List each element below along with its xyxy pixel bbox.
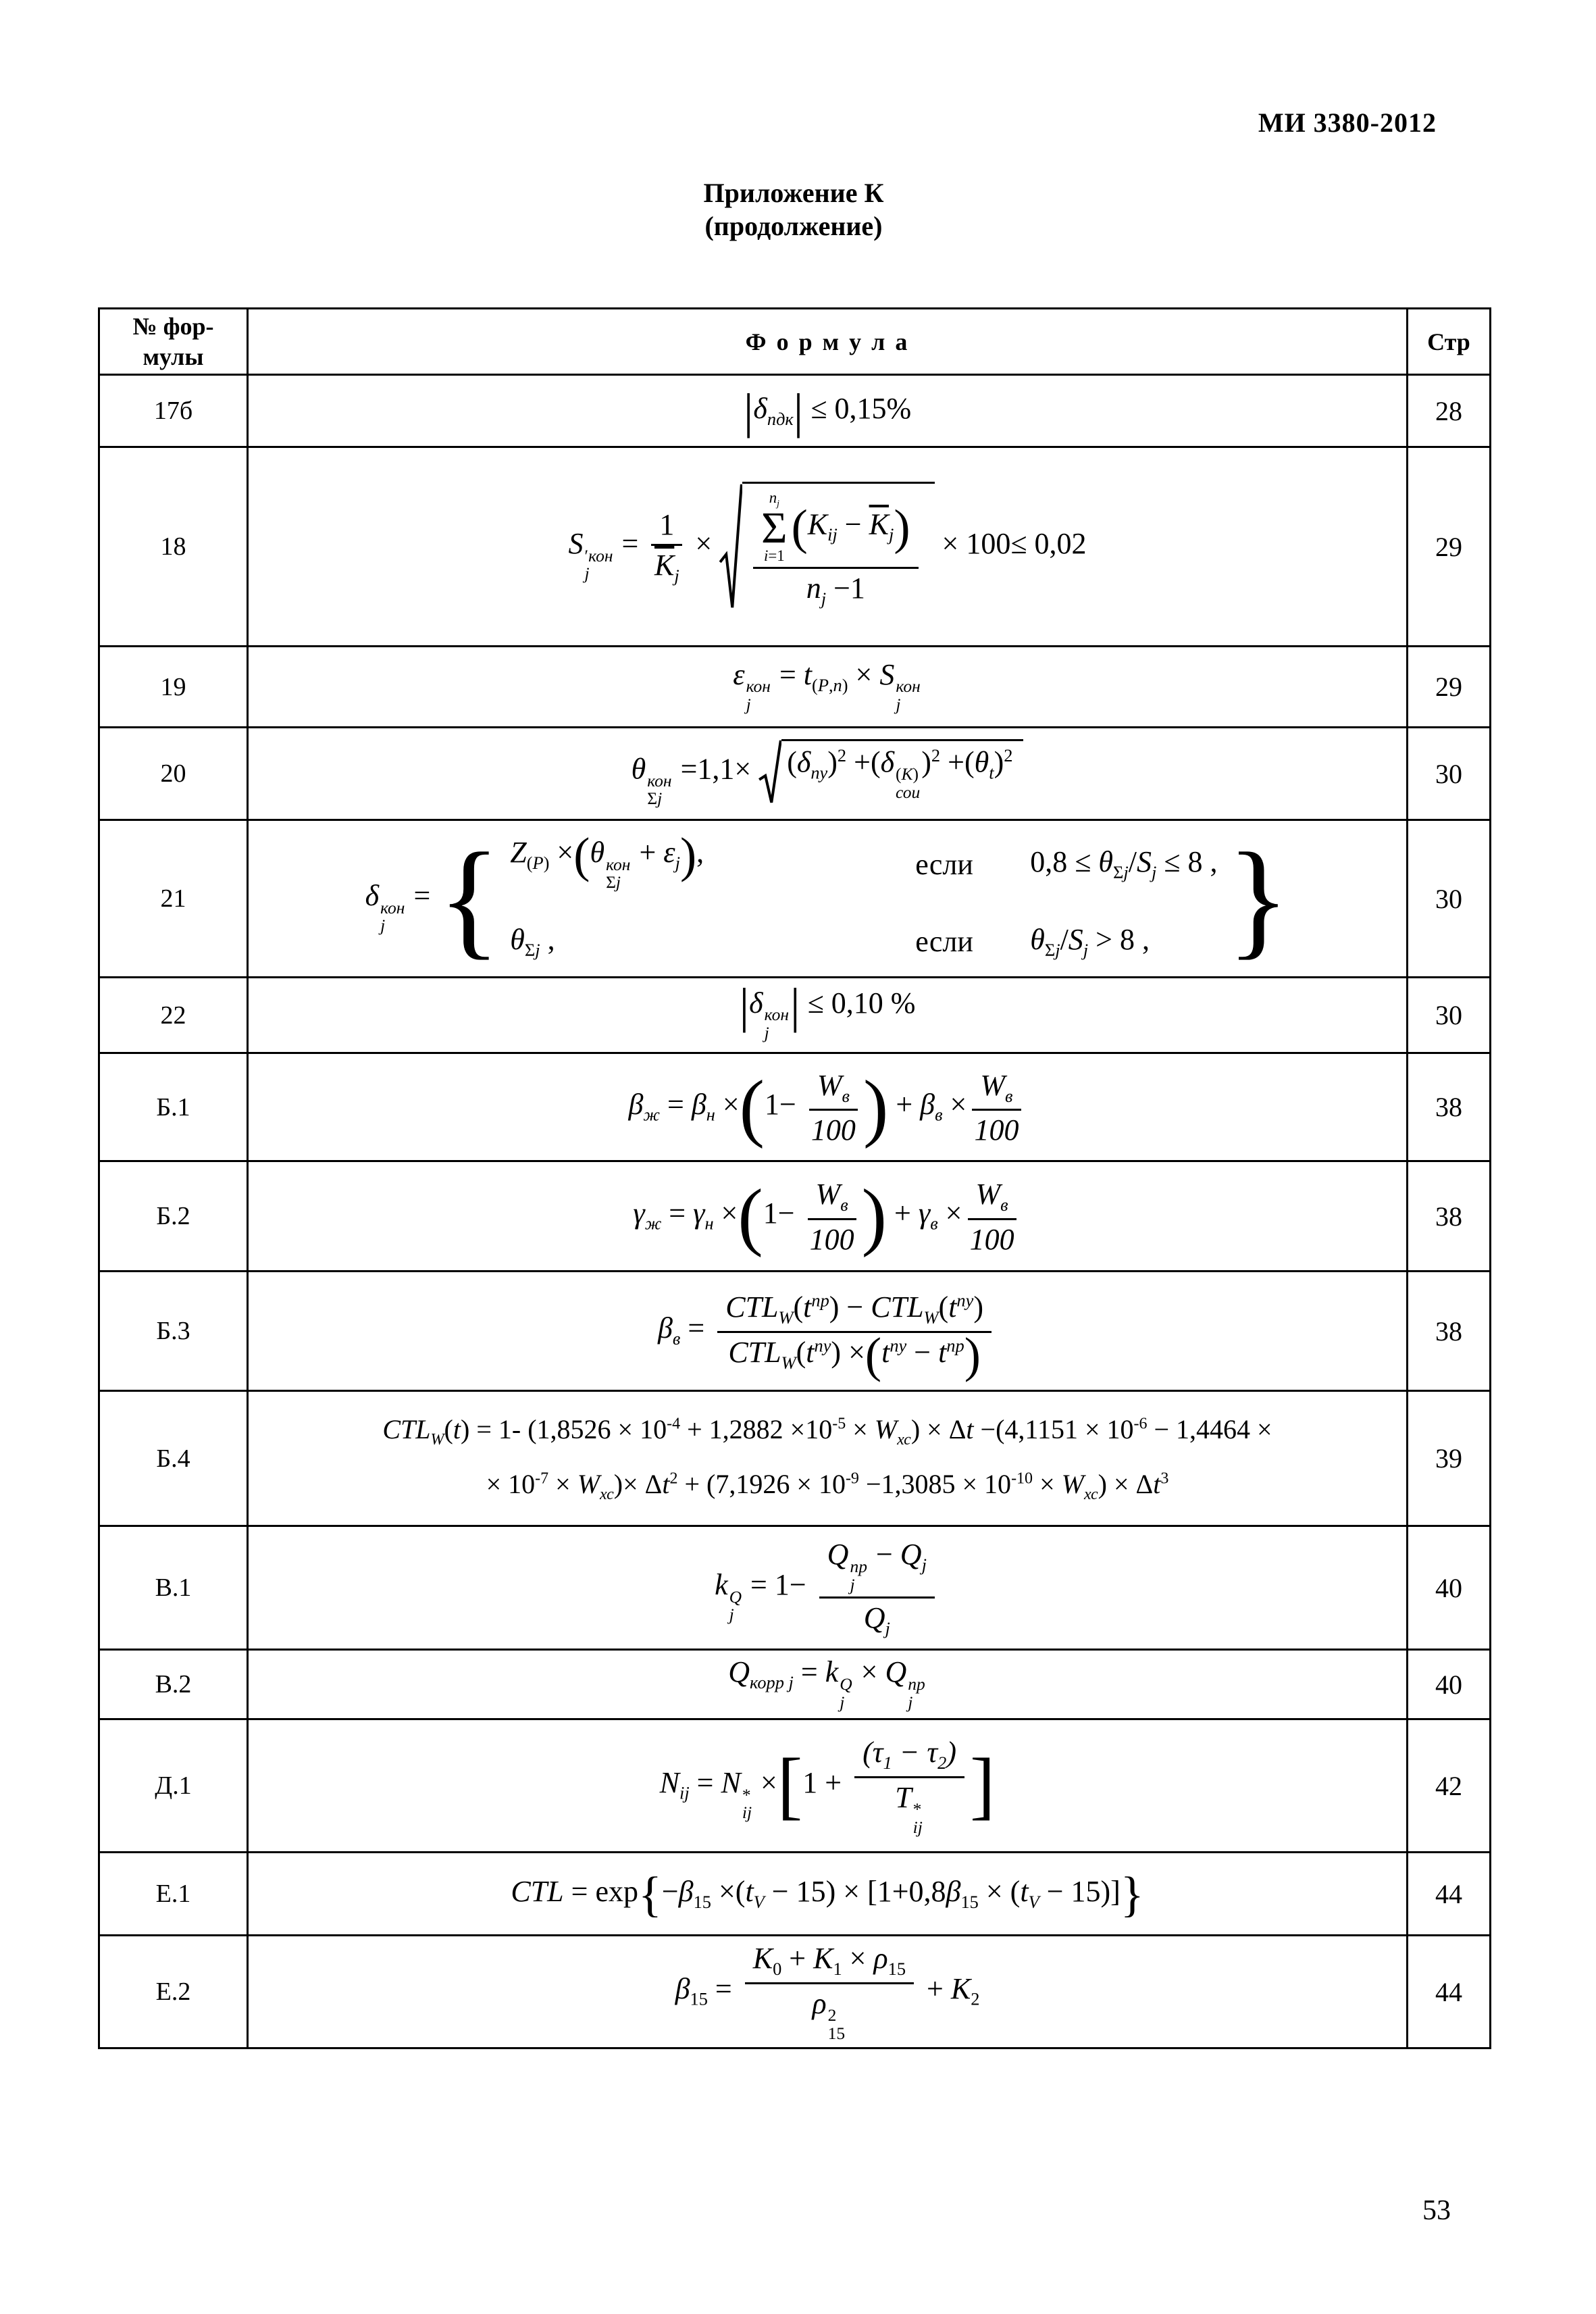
page-cell: 40	[1406, 1649, 1491, 1720]
formula-id-cell: Б.1	[98, 1052, 249, 1162]
formula-cell: βв = CTLW(tпр) − CTLW(tпу) CTLW(tпу) ×(tп…	[247, 1270, 1408, 1392]
table-header-row: № фор- мулы Ф о р м у л а Стр	[98, 307, 1491, 376]
formula-id-cell: Б.2	[98, 1160, 249, 1272]
page-cell: 44	[1406, 1934, 1491, 2049]
formula-cell: θ кон Σj =1,1× (δпу)2 +(δ (К) сои)2 +(θt)2	[247, 726, 1408, 821]
formula-id-cell: 21	[98, 819, 249, 978]
table-row: Б.1 βж = βн ×(1− Wв 100) + βв × Wв 100 38	[98, 1052, 1491, 1162]
header-formula: Ф о р м у л а	[247, 307, 1408, 376]
formula-id-cell: Е.2	[98, 1934, 249, 2049]
appendix-title-block: Приложение К (продолжение)	[98, 177, 1489, 243]
formula-cell: γж = γн ×(1− Wв 100) + γв × Wв 100	[247, 1160, 1408, 1272]
table-row: Е.1 CTL = exp{−β15 ×(tV − 15) × [1+0,8β1…	[98, 1851, 1491, 1936]
page-cell: 38	[1406, 1270, 1491, 1392]
page-cell: 28	[1406, 374, 1491, 448]
table-row: Е.2 β15 = K0 + K1 × ρ15 ρ 2 15 + K2 44	[98, 1934, 1491, 2049]
page-cell: 44	[1406, 1851, 1491, 1936]
formula-id-cell: Д.1	[98, 1718, 249, 1853]
page-cell: 30	[1406, 819, 1491, 978]
table-body: 17б |δпдк| ≤ 0,15% 28 18 S ′кон j = 1 Kj × …	[98, 374, 1491, 2049]
formula-id-cell: В.1	[98, 1525, 249, 1651]
page-cell: 42	[1406, 1718, 1491, 1853]
formula-id-cell: Б.4	[98, 1390, 249, 1527]
page-cell: 38	[1406, 1160, 1491, 1272]
formula-id-cell: 22	[98, 976, 249, 1054]
formula-cell: CTLW(t) = 1- (1,8526 × 10-4 + 1,2882 ×10…	[247, 1390, 1408, 1527]
formula-id-cell: Б.3	[98, 1270, 249, 1392]
formula-cell: βж = βн ×(1− Wв 100) + βв × Wв 100	[247, 1052, 1408, 1162]
formulas-table: № фор- мулы Ф о р м у л а Стр 17б |δпдк|…	[98, 307, 1491, 2049]
page-cell: 30	[1406, 976, 1491, 1054]
appendix-subtitle: (продолжение)	[704, 210, 883, 241]
formula-id-cell: 18	[98, 446, 249, 647]
formula-cell: |δпдк| ≤ 0,15%	[247, 374, 1408, 448]
header-page: Стр	[1406, 307, 1491, 376]
formula-cell: |δ кон j | ≤ 0,10 %	[247, 976, 1408, 1054]
page-cell: 30	[1406, 726, 1491, 821]
formula-cell: Nij = N * ij ×[1 + (τ1 − τ2) T * ij]	[247, 1718, 1408, 1853]
page-cell: 39	[1406, 1390, 1491, 1527]
header-formula-number: № фор- мулы	[98, 307, 249, 376]
doc-reference: МИ 3380-2012	[1258, 107, 1437, 138]
formula-id-cell: 19	[98, 645, 249, 728]
table-row: Б.2 γж = γн ×(1− Wв 100) + γв × Wв 100 38	[98, 1160, 1491, 1272]
appendix-title: Приложение К	[703, 178, 884, 208]
formula-cell: β15 = K0 + K1 × ρ15 ρ 2 15 + K2	[247, 1934, 1408, 2049]
table-row: 17б |δпдк| ≤ 0,15% 28	[98, 374, 1491, 448]
formula-cell: δ кон j = {Z(P) ×(θ кон Σj + εj), если 0,8 ≤ θ…	[247, 819, 1408, 978]
table-row: Д.1 Nij = N * ij ×[1 + (τ1 − τ2) T * ij] 42	[98, 1718, 1491, 1853]
page-cell: 29	[1406, 645, 1491, 728]
formula-cell: CTL = exp{−β15 ×(tV − 15) × [1+0,8β15 × …	[247, 1851, 1408, 1936]
formula-id-cell: 20	[98, 726, 249, 821]
page-number: 53	[1422, 2195, 1451, 2226]
page-cell: 38	[1406, 1052, 1491, 1162]
table-row: 22 |δ кон j | ≤ 0,10 % 30	[98, 976, 1491, 1054]
table-row: 20 θ кон Σj =1,1× (δпу)2 +(δ (К) сои)2 +(θt)…	[98, 726, 1491, 821]
formula-id-cell: Е.1	[98, 1851, 249, 1936]
formula-id-cell: 17б	[98, 374, 249, 448]
page-cell: 29	[1406, 446, 1491, 647]
table-row: Б.4 CTLW(t) = 1- (1,8526 × 10-4 + 1,2882…	[98, 1390, 1491, 1527]
table-row: 21 δ кон j = {Z(P) ×(θ кон Σj + εj), если 0,8 …	[98, 819, 1491, 978]
page-cell: 40	[1406, 1525, 1491, 1651]
formula-id-cell: В.2	[98, 1649, 249, 1720]
table-row: Б.3 βв = CTLW(tпр) − CTLW(tпу) CTLW(tпу) …	[98, 1270, 1491, 1392]
